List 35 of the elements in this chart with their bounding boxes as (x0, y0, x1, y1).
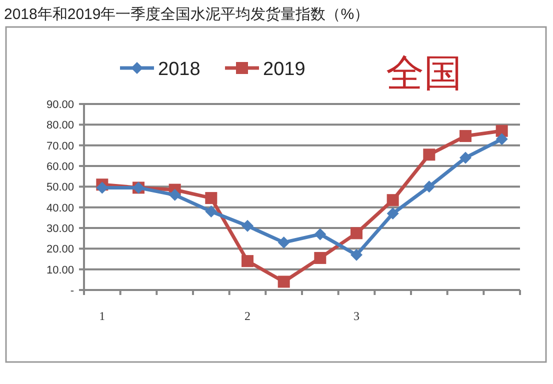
legend-label: 2019 (263, 59, 306, 80)
y-tick-label: 70.00 (46, 140, 74, 152)
point (460, 130, 472, 142)
x-tick-label: 3 (354, 309, 360, 323)
point (314, 228, 326, 240)
point (423, 180, 436, 193)
y-tick-label: - (70, 285, 74, 297)
point (205, 192, 218, 204)
title: 2018年和2019年一季度全国水泥平均发货量指数（%） (4, 6, 370, 23)
point (386, 194, 399, 206)
point (242, 255, 254, 268)
point (314, 252, 326, 264)
point (350, 227, 362, 240)
y-tick-label: 60.00 (46, 161, 74, 173)
y-tick-label: 50.00 (46, 182, 74, 194)
x-tick-label: 1 (99, 309, 106, 323)
point (278, 236, 290, 248)
y-tick-label: 10.00 (46, 264, 74, 276)
y-tick-label: 90.00 (46, 99, 74, 111)
point (278, 276, 290, 288)
point (205, 205, 218, 218)
y-tick-label: 80.00 (46, 120, 74, 132)
y-tick-label: 20.00 (46, 244, 74, 256)
legend-label: 2018 (158, 59, 200, 80)
point (460, 152, 472, 164)
point (496, 133, 508, 146)
point (242, 220, 254, 232)
point (423, 148, 436, 161)
text: 全国 (386, 53, 462, 95)
y-tick-label: 30.00 (46, 223, 74, 235)
y-tick-label: 40.00 (46, 202, 74, 214)
point (386, 208, 399, 220)
point (350, 248, 362, 261)
point (168, 188, 181, 201)
x-tick-label: 2 (244, 309, 250, 323)
